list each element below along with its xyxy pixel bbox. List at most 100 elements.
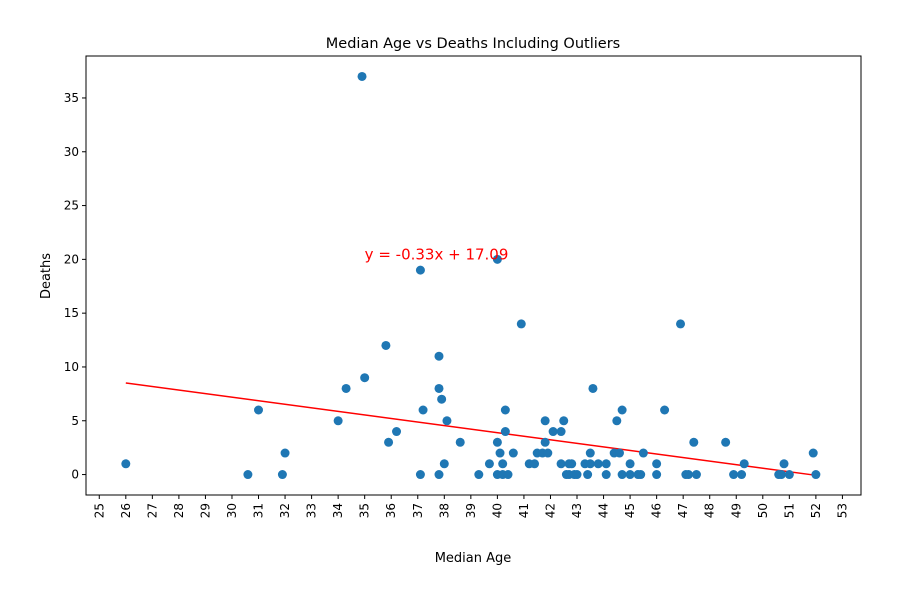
data-point [540,416,550,426]
data-point [254,405,264,415]
data-point [625,459,635,469]
x-tick-label: 51 [782,503,796,518]
data-point [437,394,447,404]
y-tick-label: 35 [64,91,79,105]
data-point [498,459,508,469]
data-point [243,470,253,480]
x-tick-label: 42 [543,503,557,518]
data-point [277,470,287,480]
data-point [779,459,789,469]
data-point [583,470,593,480]
regression-line [125,382,816,477]
data-point [415,470,425,480]
x-axis-label: Median Age [435,551,512,566]
data-point [508,448,518,458]
data-point [721,437,731,447]
data-point [691,470,701,480]
x-tick-label: 45 [623,503,637,518]
data-point [652,459,662,469]
data-point [567,459,577,469]
data-point [625,470,635,480]
data-point [492,437,502,447]
data-point [434,383,444,393]
data-point [455,437,465,447]
x-tick-label: 53 [835,503,849,518]
data-point [559,416,569,426]
data-point [593,459,603,469]
data-point [442,416,452,426]
x-axis: 25 26 27 28 29 30 31 32 33 34 35 36 37 38 39 40 41 42 43 44… [92,495,849,518]
data-point [683,470,693,480]
data-point [434,351,444,361]
data-point [737,470,747,480]
data-point [776,470,786,480]
y-tick-label: 20 [64,252,79,266]
y-tick-label: 10 [64,360,79,374]
data-point [811,470,821,480]
y-axis: 0 5 10 15 20 25 30 35 [64,91,86,482]
data-point [500,427,510,437]
data-point [617,470,627,480]
data-point [333,416,343,426]
data-point [392,427,402,437]
data-point [556,427,566,437]
x-tick-label: 35 [358,503,372,518]
x-tick-label: 49 [729,503,743,518]
data-point [676,319,686,329]
data-point [474,470,484,480]
data-point [360,373,370,383]
plot-area [85,55,862,496]
x-tick-label: 33 [305,503,319,518]
y-axis-label: Deaths [39,253,54,299]
data-point [660,405,670,415]
x-tick-label: 44 [597,503,611,518]
data-point [601,459,611,469]
x-tick-label: 40 [490,503,504,518]
x-tick-label: 37 [411,503,425,518]
x-tick-label: 48 [703,503,717,518]
data-point [588,383,598,393]
data-point [548,427,558,437]
data-point [415,265,425,275]
data-point [617,405,627,415]
data-point [638,448,648,458]
x-tick-label: 34 [331,503,345,518]
x-tick-label: 46 [650,503,664,518]
x-tick-label: 28 [172,503,186,518]
data-point [121,459,131,469]
data-point [636,470,646,480]
data-point [495,448,505,458]
chart-title: Median Age vs Deaths Including Outliers [326,36,620,52]
x-tick-label: 36 [384,503,398,518]
y-tick-label: 15 [64,306,79,320]
data-point [341,383,351,393]
x-tick-label: 38 [437,503,451,518]
data-point [530,459,540,469]
data-point [572,470,582,480]
x-tick-label: 26 [119,503,133,518]
data-point [418,405,428,415]
x-tick-label: 41 [517,503,531,518]
data-point [381,340,391,350]
regression-equation-label: y = -0.33x + 17.09 [365,245,509,263]
data-point [585,448,595,458]
data-point [601,470,611,480]
x-tick-label: 25 [92,503,106,518]
data-point [516,319,526,329]
x-tick-label: 32 [278,503,292,518]
x-tick-label: 29 [198,503,212,518]
y-tick-label: 5 [71,414,79,428]
y-tick-label: 0 [71,468,79,482]
x-tick-label: 43 [570,503,584,518]
regression-layer [125,382,816,477]
x-tick-label: 50 [756,503,770,518]
data-point [357,71,367,81]
data-point [556,459,566,469]
data-point [652,470,662,480]
x-tick-label: 39 [464,503,478,518]
x-tick-label: 30 [225,503,239,518]
data-point [280,448,290,458]
data-point [739,459,749,469]
